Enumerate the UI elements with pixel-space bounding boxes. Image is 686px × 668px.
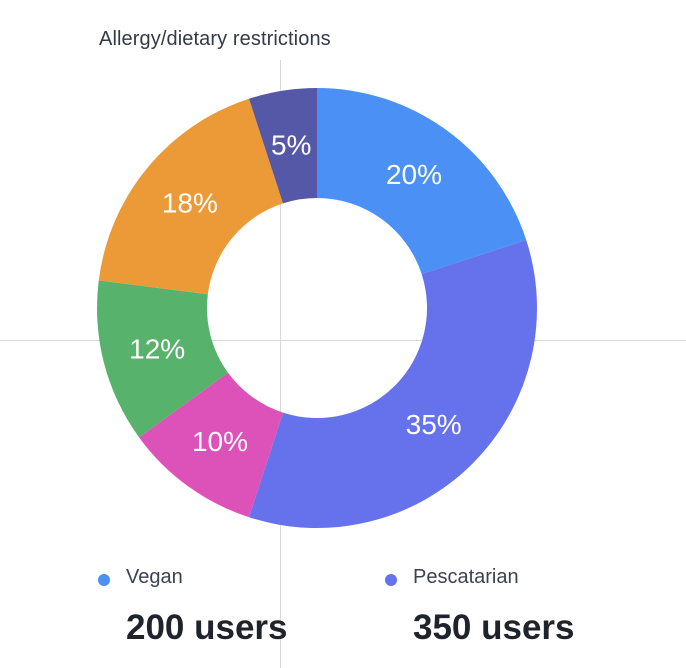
donut-slice-1 [249, 240, 537, 528]
legend-dot-icon [385, 574, 397, 586]
legend-label-pescatarian: Pescatarian [413, 566, 519, 588]
slice-label-0: 20% [386, 159, 442, 190]
donut-slice-4 [98, 98, 284, 295]
legend-dot-icon [98, 574, 110, 586]
crosshair-vertical-line [280, 60, 281, 668]
slice-label-1: 35% [406, 409, 462, 440]
slice-label-2: 10% [192, 426, 248, 457]
crosshair-horizontal-line [0, 340, 686, 341]
slice-label-5: 5% [271, 130, 311, 161]
donut-slice-0 [317, 88, 527, 275]
slice-label-3: 12% [129, 334, 185, 365]
slice-label-4: 18% [162, 187, 218, 218]
donut-slice-5 [249, 88, 317, 204]
donut-slice-3 [97, 280, 229, 438]
chart-title: Allergy/dietary restrictions [99, 28, 331, 50]
legend-label-vegan: Vegan [126, 566, 183, 588]
legend-value-pescatarian: 350 users [413, 608, 575, 647]
legend-value-vegan: 200 users [126, 608, 288, 647]
donut-slice-2 [139, 372, 284, 518]
